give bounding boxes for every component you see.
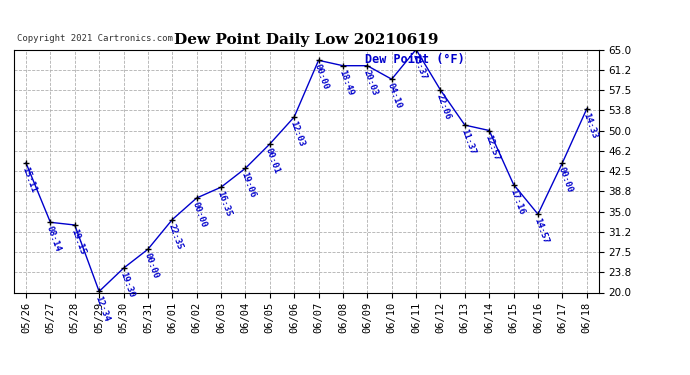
Text: 17:16: 17:16 xyxy=(508,187,526,216)
Text: 20:03: 20:03 xyxy=(362,69,380,97)
Text: 14:33: 14:33 xyxy=(581,112,599,140)
Text: 14:57: 14:57 xyxy=(532,217,550,245)
Text: 00:00: 00:00 xyxy=(142,252,160,280)
Text: Copyright 2021 Cartronics.com: Copyright 2021 Cartronics.com xyxy=(17,34,173,43)
Text: 08:14: 08:14 xyxy=(45,225,62,254)
Text: 23:37: 23:37 xyxy=(411,52,428,81)
Text: 19:06: 19:06 xyxy=(239,171,257,200)
Text: 19:15: 19:15 xyxy=(69,228,87,256)
Text: 18:49: 18:49 xyxy=(337,69,355,97)
Text: 22:35: 22:35 xyxy=(166,222,184,251)
Text: 11:37: 11:37 xyxy=(459,128,477,156)
Text: 15:11: 15:11 xyxy=(20,166,38,194)
Text: 12:34: 12:34 xyxy=(93,294,111,322)
Text: 00:00: 00:00 xyxy=(557,166,574,194)
Text: 12:03: 12:03 xyxy=(288,120,306,148)
Text: 04:10: 04:10 xyxy=(386,82,404,110)
Text: 16:35: 16:35 xyxy=(215,190,233,218)
Text: Dew Point (°F): Dew Point (°F) xyxy=(365,53,464,66)
Text: 00:00: 00:00 xyxy=(191,201,208,229)
Text: 00:00: 00:00 xyxy=(313,63,331,92)
Text: 00:01: 00:01 xyxy=(264,147,282,175)
Title: Dew Point Daily Low 20210619: Dew Point Daily Low 20210619 xyxy=(174,33,439,47)
Text: 22:06: 22:06 xyxy=(435,93,453,121)
Text: 12:57: 12:57 xyxy=(484,133,501,162)
Text: 19:30: 19:30 xyxy=(118,271,135,299)
